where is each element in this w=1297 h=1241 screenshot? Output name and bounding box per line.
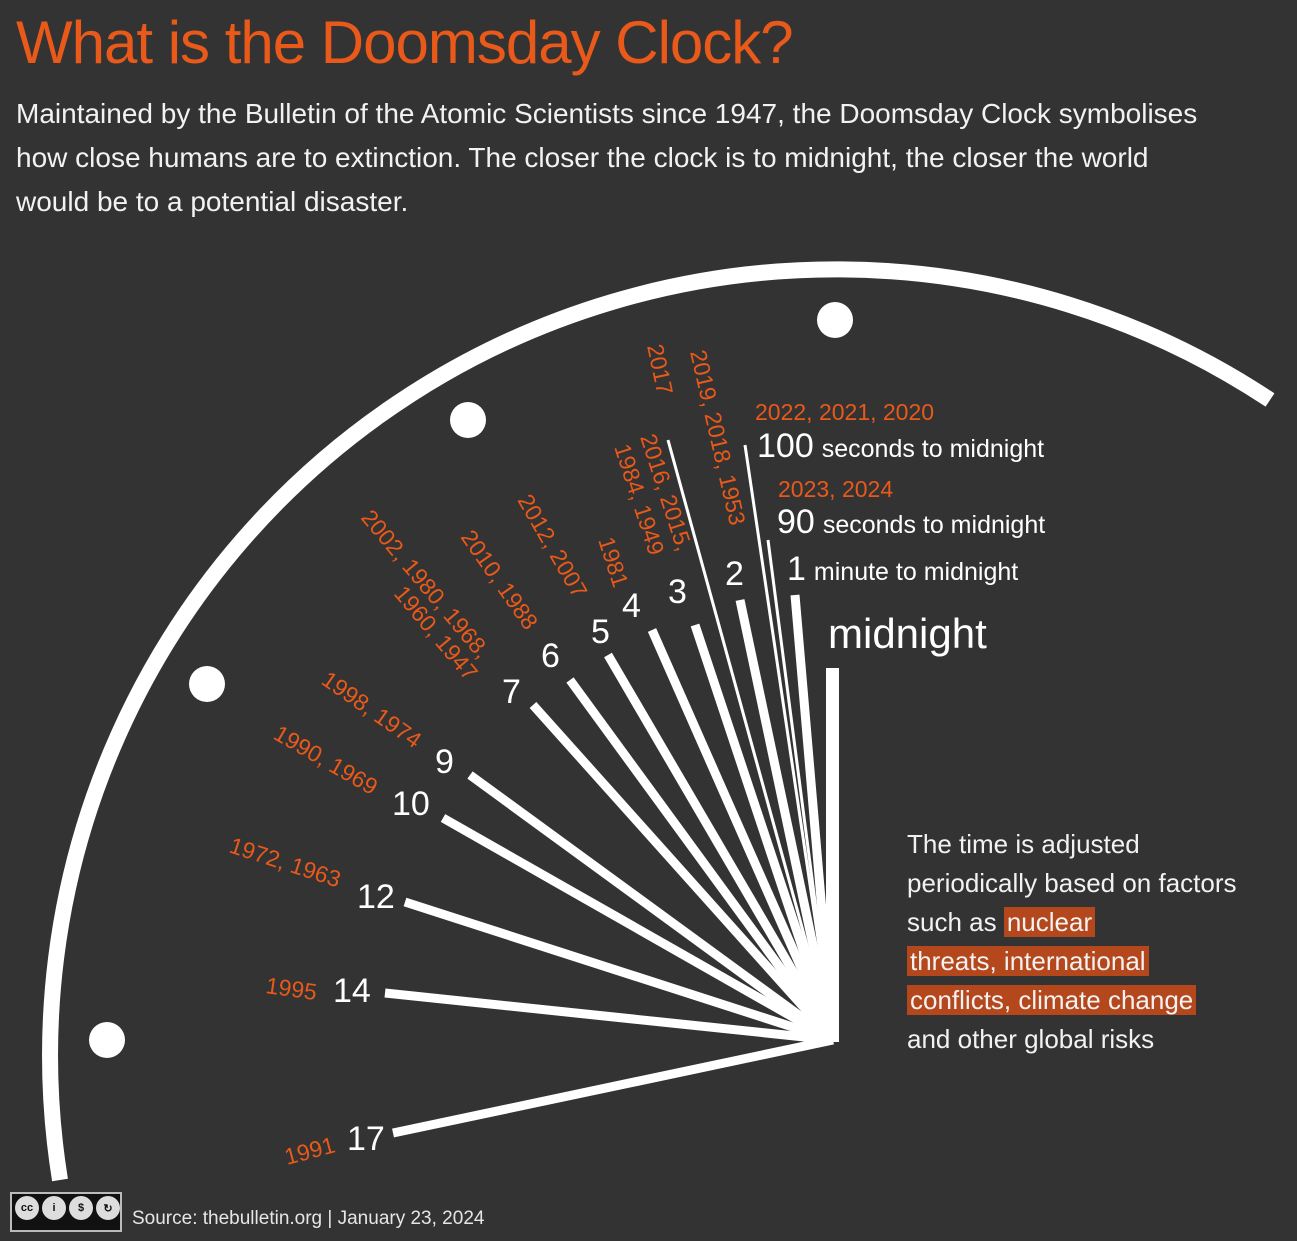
clock-hand-4 — [647, 628, 838, 1042]
hand-value-label: 4 — [622, 587, 641, 625]
hand-value-label: 3 — [668, 573, 687, 611]
clock-hand-12 — [403, 897, 835, 1045]
hand-years-label: 1972, 1963 — [226, 832, 344, 892]
hand-value-suffix: seconds to midnight — [823, 511, 1045, 539]
clock-hand-10 — [440, 814, 836, 1044]
hand-value-label: 10 — [392, 785, 430, 823]
hand-value-label: 12 — [357, 878, 395, 916]
cc-icon: cc — [15, 1196, 39, 1220]
clock-hand-100 — [743, 444, 835, 1041]
hand-years-label: 2022, 2021, 2020 — [755, 399, 934, 425]
note-text-end: and other global risks — [907, 1024, 1155, 1054]
by-icon: i — [42, 1196, 66, 1220]
hand-value-suffix: seconds to midnight — [822, 435, 1044, 463]
clock-hand-2 — [735, 599, 838, 1041]
clock-dot — [189, 666, 225, 702]
highlight-nuclear: nuclear — [1003, 907, 1096, 937]
hand-years-label: 2023, 2024 — [778, 476, 893, 502]
intro-text: Maintained by the Bulletin of the Atomic… — [16, 98, 1198, 217]
clock-rim — [42, 261, 1275, 1182]
hand-value-label: 17 — [347, 1120, 385, 1158]
hand-value-label: 90 seconds to midnight — [777, 503, 1045, 541]
hand-value-label: 5 — [591, 613, 610, 651]
page-title: What is the Doomsday Clock? — [16, 9, 794, 76]
clock-dot — [89, 1022, 125, 1058]
hand-years-label: 1981 — [593, 534, 634, 591]
source-text: Source: thebulletin.org | January 23, 20… — [132, 1208, 485, 1229]
clock-hand-9 — [467, 771, 836, 1044]
hand-value-label: 6 — [541, 637, 560, 675]
explanation-note: The time is adjusted periodically based … — [907, 825, 1247, 1059]
hand-value-label: 7 — [502, 673, 521, 711]
clock-hand-6 — [566, 677, 837, 1043]
hand-years-label: 2019, 2018, 1953 — [685, 347, 751, 527]
hand-years-label: 1995 — [264, 972, 318, 1005]
sa-icon: ↻ — [96, 1196, 120, 1220]
note-text: The time is adjusted periodically based … — [907, 829, 1237, 937]
clock-hand-14 — [384, 988, 834, 1045]
clock-hand-7 — [529, 701, 837, 1044]
hand-value-label: 9 — [435, 743, 454, 781]
hand-years-label: 2012, 2007 — [513, 490, 593, 603]
footer: cc i $ ↻ Source: thebulletin.org | Janua… — [10, 1192, 484, 1232]
clock-hand-3 — [690, 623, 838, 1042]
hand-value-label: 14 — [333, 972, 371, 1010]
hand-value-label: 100 seconds to midnight — [757, 427, 1044, 465]
hand-years-label: 1991 — [282, 1131, 338, 1169]
hand-years-label: 1990, 1969 — [270, 720, 383, 800]
hand-years-label: 2017 — [642, 342, 678, 397]
highlight-conflicts: conflicts, climate change — [907, 985, 1197, 1015]
hand-value-label: 2 — [725, 555, 744, 593]
clock-hand-2.5 — [666, 439, 835, 1041]
highlight-threats: threats, international — [907, 946, 1149, 976]
hand-value-label: 1 minute to midnight — [787, 550, 1018, 588]
clock-dot — [450, 402, 486, 438]
cc-license-badge: cc i $ ↻ — [10, 1192, 122, 1232]
clock-hand-5 — [604, 652, 837, 1043]
clock-dot — [817, 302, 853, 338]
clock-hand-17 — [392, 1035, 834, 1138]
clock-hand-1 — [790, 594, 838, 1041]
hand-years-label: 1998, 1974 — [317, 666, 426, 753]
nc-icon: $ — [69, 1196, 93, 1220]
hand-value-suffix: minute to midnight — [814, 558, 1018, 586]
midnight-label: midnight — [828, 610, 987, 657]
